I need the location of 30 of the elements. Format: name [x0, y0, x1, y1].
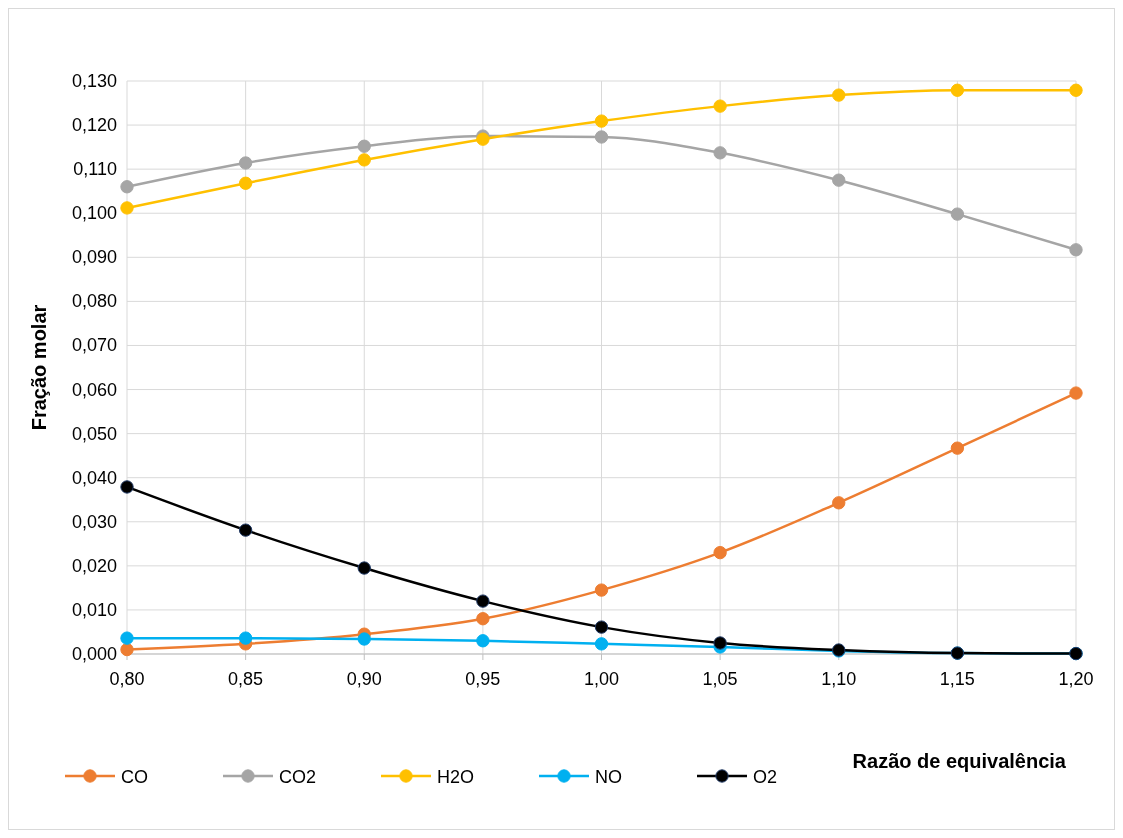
y-tick-label: 0,070: [71, 335, 117, 356]
x-tick-label: 0,95: [465, 669, 501, 689]
y-tick-label: 0,040: [71, 467, 117, 488]
y-tick-label: 0,110: [73, 159, 117, 180]
y-axis-title: Fração molar: [28, 304, 50, 431]
legend-label: CO2: [279, 767, 317, 787]
y-tick-label: 0,030: [71, 511, 117, 532]
legend-label: O2: [753, 767, 778, 787]
y-tick-label: 0,000: [71, 644, 117, 664]
legend-label: CO: [121, 767, 148, 787]
x-tick-label: 1,15: [939, 669, 975, 689]
x-tick-label: 0,90: [346, 669, 382, 689]
x-tick-label: 0,80: [109, 669, 145, 689]
x-axis-title: Razão de equivalência: [852, 750, 1067, 772]
x-tick-label: 1,00: [583, 669, 620, 689]
legend-label: H2O: [437, 767, 475, 787]
y-tick-label: 0,020: [71, 555, 117, 576]
x-tick-label: 1,10: [821, 669, 857, 689]
y-tick-label: 0,090: [71, 247, 117, 268]
legend-label: NO: [595, 767, 622, 787]
y-tick-label: 0,010: [71, 599, 117, 620]
y-tick-label: 0,050: [71, 423, 117, 444]
x-tick-label: 1,05: [702, 669, 738, 689]
y-tick-label: 0,120: [71, 115, 117, 136]
y-tick-label: 0,060: [71, 379, 117, 400]
x-tick-label: 0,85: [228, 669, 264, 689]
y-tick-label: 0,100: [71, 203, 117, 224]
x-tick-label: 1,20: [1058, 669, 1094, 689]
y-tick-label: 0,130: [71, 71, 117, 91]
y-tick-label: 0,080: [71, 291, 117, 312]
